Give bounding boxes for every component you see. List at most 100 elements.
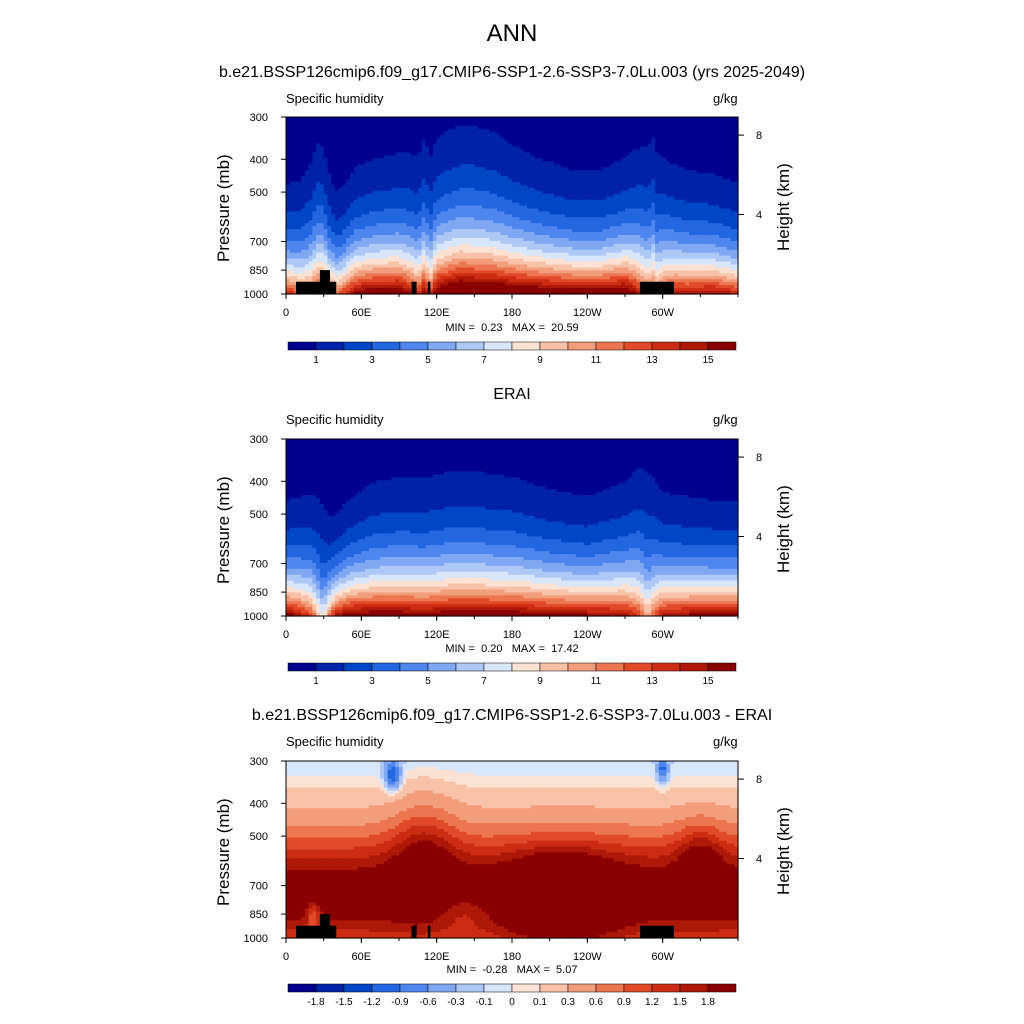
- panel-1-cell: [560, 276, 566, 280]
- panel-1-cell: [515, 237, 521, 242]
- panel-1-cell: [534, 235, 539, 239]
- panel-1-cell: [549, 291, 555, 295]
- panel-1-cell: [338, 255, 344, 260]
- panel-1-cell: [301, 249, 306, 254]
- panel-1-cell: [414, 143, 419, 148]
- panel-1-cell: [429, 229, 434, 233]
- panel-1-cell: [334, 119, 340, 124]
- panel-1-cell: [527, 223, 532, 227]
- panel-1-cell: [436, 232, 442, 236]
- panel-1-cell: [455, 196, 460, 201]
- panel-1-cell: [376, 117, 381, 121]
- panel-1-cell: [508, 134, 513, 139]
- panel-1-cell: [474, 187, 479, 192]
- panel-1-cell: [496, 252, 502, 257]
- panel-1-cell: [304, 246, 310, 251]
- panel-1-cell: [500, 161, 506, 165]
- panel-1-cell: [444, 167, 449, 171]
- panel-1-cell: [286, 161, 291, 165]
- panel-1-cell: [523, 208, 528, 212]
- panel-1-cell: [587, 214, 592, 218]
- panel-1-cell: [376, 255, 381, 260]
- panel-1-cell: [327, 211, 332, 215]
- panel-1-cell: [485, 137, 490, 142]
- panel-1-cell: [591, 255, 596, 260]
- panel-1-cell: [293, 240, 298, 245]
- panel-1-cell: [466, 176, 472, 180]
- panel-1-cell: [380, 181, 385, 186]
- panel-1-cell: [380, 140, 385, 145]
- panel-1-cell: [342, 143, 347, 148]
- panel-1-cell: [466, 252, 472, 257]
- panel-1-cell: [350, 117, 355, 121]
- panel-1-cell: [323, 173, 329, 177]
- panel-1-cell: [538, 137, 543, 142]
- panel-1-cell: [331, 267, 336, 271]
- panel-1-cell: [323, 161, 329, 165]
- panel-1-cell: [368, 211, 374, 215]
- panel-1-cell: [496, 223, 502, 227]
- panel-1-cell: [560, 214, 566, 218]
- panel-1-cell: [481, 119, 487, 124]
- panel-1-cell: [523, 193, 528, 198]
- panel-1-cell: [338, 161, 344, 165]
- panel-1-cell: [383, 119, 389, 124]
- panel-1-cell: [376, 170, 381, 174]
- panel-1-cell: [466, 208, 472, 212]
- panel-1-cell: [327, 117, 332, 121]
- panel-1-cell: [463, 226, 468, 230]
- panel-1-cell: [327, 152, 332, 156]
- panel-1-cell: [485, 288, 490, 292]
- panel-1-cell: [304, 214, 310, 218]
- panel-1-cell: [350, 173, 355, 177]
- panel-1-cell: [463, 184, 468, 189]
- panel-1-cell: [587, 255, 592, 260]
- panel-1-cell: [481, 155, 487, 159]
- panel-1-cell: [463, 220, 468, 224]
- panel-1-cell: [372, 173, 377, 177]
- panel-1-cell: [444, 246, 449, 251]
- panel-1-cell: [549, 270, 555, 274]
- panel-1-cell: [564, 149, 570, 153]
- panel-1-cell: [421, 288, 426, 292]
- panel-1-cell: [576, 279, 581, 283]
- panel-1-cell: [466, 237, 472, 242]
- panel-1-cell: [527, 161, 532, 165]
- panel-1-cell: [515, 176, 521, 180]
- panel-1-cell: [406, 178, 411, 183]
- panel-1-cell: [470, 122, 475, 127]
- panel-1-cell: [308, 217, 313, 221]
- panel-1-cell: [301, 173, 306, 177]
- panel-1-cell: [286, 282, 291, 286]
- panel-1-cell: [463, 164, 468, 168]
- panel-1-cell: [376, 149, 381, 153]
- panel-1-cell: [289, 235, 295, 239]
- panel-1-cell: [576, 220, 581, 224]
- panel-1-cell: [542, 291, 547, 295]
- panel-1-cell: [496, 149, 502, 153]
- panel-1-cell: [425, 237, 430, 242]
- panel-1-cell: [357, 235, 362, 239]
- panel-1-cell: [542, 149, 547, 153]
- panel-1-cell: [380, 117, 385, 121]
- panel-1-cell: [451, 208, 457, 212]
- panel-1-cell: [459, 249, 464, 254]
- panel-1-cell: [383, 178, 389, 183]
- panel-1-cell: [591, 205, 596, 210]
- panel-1-cell: [342, 125, 347, 130]
- panel-1-cell: [323, 196, 329, 201]
- panel-1-cell: [451, 267, 457, 271]
- panel-1-cell: [410, 214, 415, 218]
- panel-1-cell: [421, 249, 426, 254]
- panel-1-cell: [372, 291, 377, 295]
- panel-1-cell: [319, 181, 325, 186]
- panel-1-cell: [519, 258, 524, 263]
- panel-1-cell: [297, 237, 302, 242]
- panel-1-cell: [493, 170, 498, 174]
- panel-1-cell: [587, 291, 592, 295]
- panel-1-cell: [489, 205, 494, 210]
- panel-1-cell: [334, 229, 340, 233]
- panel-1-cell: [380, 146, 385, 151]
- panel-1-cell: [512, 187, 517, 192]
- panel-1-cell: [474, 143, 479, 148]
